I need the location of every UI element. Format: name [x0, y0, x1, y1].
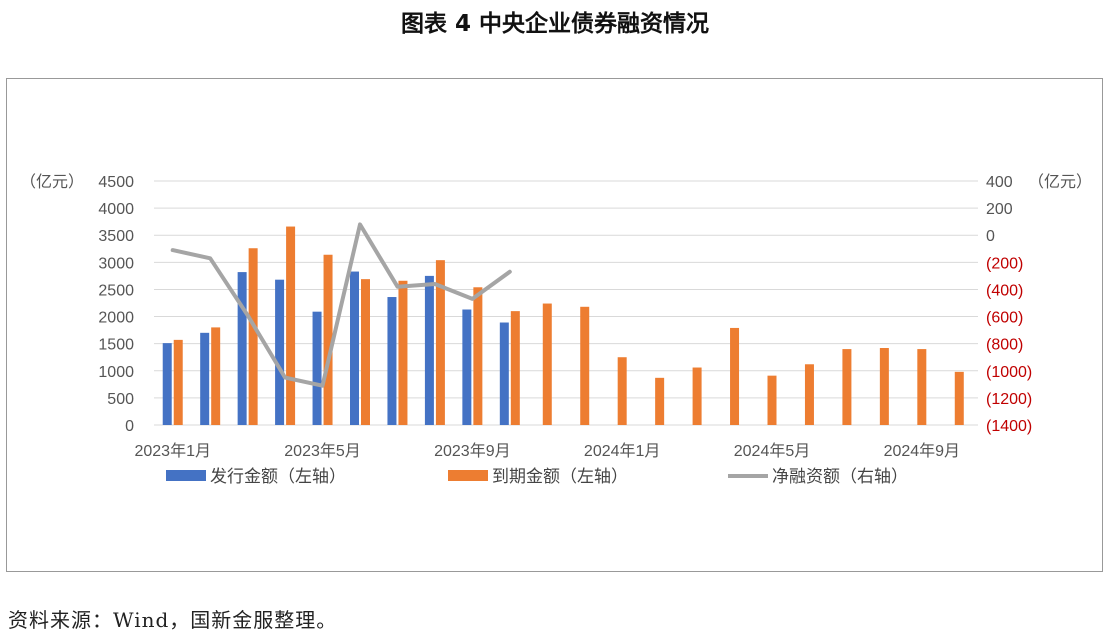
source-note: 资料来源：Wind，国新金服整理。 [8, 608, 338, 632]
bar-maturity [173, 339, 183, 425]
bar-issue [350, 271, 359, 425]
y-right-tick-label: (600) [986, 310, 1023, 327]
bar-issue [312, 311, 322, 425]
bar-issue [387, 297, 397, 425]
y-left-tick-label: 4500 [98, 174, 134, 191]
bar-maturity [323, 254, 333, 425]
bar-maturity [842, 349, 852, 425]
bar-issue [200, 332, 210, 425]
x-tick-label: 2023年1月 [134, 442, 211, 460]
y-right-tick-label: (200) [986, 255, 1023, 272]
x-tick-label: 2024年1月 [584, 442, 661, 460]
bar-maturity [435, 260, 445, 425]
chart-title: 图表 4 中央企业债券融资情况 [400, 11, 710, 37]
chart-frame [6, 78, 1103, 572]
bar-maturity [473, 287, 483, 425]
bar-maturity [655, 377, 665, 425]
bar-maturity [692, 367, 702, 425]
bar-maturity [398, 280, 408, 425]
bar-issue [499, 322, 509, 425]
legend-label: 净融资额（右轴） [772, 467, 908, 486]
y-left-tick-label: 4000 [98, 201, 134, 218]
bar-issue [424, 275, 434, 425]
bar-maturity [879, 348, 889, 425]
y-left-tick-label: 0 [125, 418, 134, 435]
bar-maturity [286, 226, 296, 425]
y-left-tick-label: 2500 [98, 282, 134, 299]
bar-maturity [730, 327, 740, 425]
x-tick-label: 2023年9月 [434, 442, 511, 460]
legend-label: 发行金额（左轴） [210, 467, 346, 486]
bar-maturity [248, 248, 258, 425]
x-tick-label: 2023年5月 [284, 442, 361, 460]
y-left-tick-label: 2000 [98, 310, 134, 327]
y-right-tick-label: 200 [986, 201, 1013, 218]
legend-label: 到期金额（左轴） [492, 467, 628, 486]
legend-swatch [448, 470, 488, 481]
line-net-financing [170, 222, 512, 388]
bar-maturity [510, 311, 520, 425]
bar-maturity [361, 279, 370, 425]
y-right-tick-label: (400) [986, 282, 1023, 299]
x-tick-label: 2024年9月 [884, 442, 961, 460]
x-tick-label: 2024年5月 [734, 442, 811, 460]
bar-maturity [804, 364, 814, 425]
bar-maturity [211, 327, 221, 425]
y-left-tick-label: 3000 [98, 255, 134, 272]
bar-issue [237, 272, 247, 425]
y-right-tick-label: (1000) [986, 364, 1032, 381]
y-right-tick-label: 400 [986, 174, 1013, 191]
bar-maturity [767, 375, 777, 425]
legend-swatch [166, 470, 206, 481]
bar-maturity [542, 303, 552, 425]
bar-issue [275, 279, 285, 425]
y-right-tick-label: (1400) [986, 418, 1032, 435]
y-left-tick-label: 1500 [98, 337, 134, 354]
bar-issue [462, 309, 472, 425]
y-right-tick-label: 0 [986, 228, 995, 245]
bar-issue [162, 343, 172, 425]
y-right-tick-label: (1200) [986, 391, 1032, 408]
y-left-tick-label: 3500 [98, 228, 134, 245]
bar-maturity [917, 349, 927, 425]
y-right-unit: （亿元） [1028, 173, 1092, 191]
y-left-tick-label: 500 [107, 391, 134, 408]
y-left-tick-label: 1000 [98, 364, 134, 381]
y-left-unit: （亿元） [20, 173, 84, 191]
bar-maturity [954, 371, 964, 425]
y-right-tick-label: (800) [986, 337, 1023, 354]
bar-maturity [617, 357, 627, 425]
bar-maturity [580, 306, 590, 425]
